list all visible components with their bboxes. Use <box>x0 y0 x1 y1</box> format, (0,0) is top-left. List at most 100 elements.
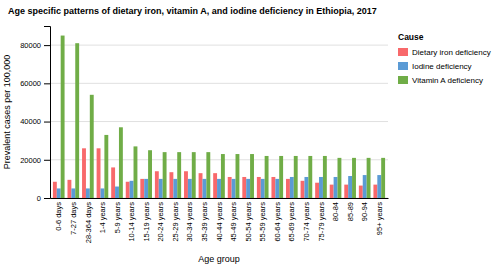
bar <box>90 95 94 198</box>
bar <box>359 186 363 198</box>
tick: 45-49 years <box>229 202 238 242</box>
bar <box>130 181 134 198</box>
bar <box>286 179 290 198</box>
bar <box>111 167 115 198</box>
axis-line <box>51 198 389 199</box>
tick-label: 25-29 years <box>171 202 180 242</box>
tick: 30-34 years <box>185 202 194 242</box>
bar <box>275 179 279 198</box>
tick-mark <box>44 160 50 161</box>
tick: 80000 <box>20 41 50 50</box>
tick-label: 60000 <box>20 79 41 88</box>
tick-mark <box>44 198 50 199</box>
tick-label: 85-89 <box>346 202 355 221</box>
tick: 10-14 years <box>127 202 136 242</box>
axis-line <box>44 27 51 199</box>
tick-label: 10-14 years <box>127 202 136 242</box>
bar <box>337 158 341 198</box>
bar <box>232 179 236 198</box>
bar <box>323 156 327 198</box>
tick-label: 60-64 years <box>273 202 282 242</box>
tick: 90-94 <box>360 202 369 221</box>
tick-label: 55-59 years <box>258 202 267 242</box>
bar <box>119 127 123 198</box>
x-axis-title: Age group <box>198 254 240 264</box>
y-axis: 020000400006000080000 <box>20 27 50 203</box>
bar <box>184 171 188 198</box>
tick-label: 35-39 years <box>200 202 209 242</box>
legend-item: Vitamin A deficiency <box>398 76 483 85</box>
bar <box>71 188 75 198</box>
bar <box>257 177 261 198</box>
bar <box>352 158 356 198</box>
bar <box>163 152 167 198</box>
bar <box>217 179 221 198</box>
bar <box>221 154 225 198</box>
tick-mark <box>44 45 50 46</box>
legend-swatch <box>398 48 408 56</box>
tick: 75-79 years <box>317 202 326 242</box>
tick: 80-84 <box>331 202 340 221</box>
tick: 35-39 years <box>200 202 209 242</box>
bar <box>363 175 367 198</box>
legend-item: Iodine deficiency <box>398 62 472 71</box>
bar <box>115 187 119 198</box>
tick-label: 0 <box>37 194 41 203</box>
tick: 15-19 years <box>142 202 151 242</box>
bar <box>169 172 173 198</box>
bar <box>104 135 108 198</box>
tick: 0 <box>37 194 50 203</box>
tick-label: 40000 <box>20 117 41 126</box>
tick: 25-29 years <box>171 202 180 242</box>
tick: 60-64 years <box>273 202 282 242</box>
bar <box>290 177 294 198</box>
tick: 28-364 days <box>84 202 93 244</box>
bar <box>177 152 181 198</box>
bar <box>279 156 283 198</box>
bar <box>57 188 61 198</box>
tick-mark <box>44 83 50 84</box>
legend-label: Vitamin A deficiency <box>412 76 483 85</box>
tick-label: 75-79 years <box>317 202 326 242</box>
bar <box>192 152 196 198</box>
tick-label: 50-54 years <box>244 202 253 242</box>
bar <box>97 148 101 198</box>
bar <box>236 154 240 198</box>
bar <box>319 177 323 198</box>
tick-mark <box>44 122 50 123</box>
x-axis: 0-6 days7-27 days28-364 days1-4 years5-9… <box>51 199 389 244</box>
bar <box>206 152 210 198</box>
grid-line <box>50 45 388 46</box>
title: Age specific patterns of dietary iron, v… <box>8 6 377 16</box>
bar <box>199 173 203 198</box>
bar <box>126 182 130 198</box>
bar <box>246 179 250 198</box>
tick-label: 95+ years <box>375 202 384 235</box>
bar <box>367 158 371 198</box>
bar <box>75 43 79 198</box>
tick: 7-27 days <box>69 202 78 235</box>
bar <box>242 177 246 198</box>
bar <box>330 185 334 198</box>
tick-label: 5-9 years <box>113 202 122 234</box>
bar <box>67 180 71 198</box>
bar <box>134 146 138 198</box>
tick-label: 70-74 years <box>302 202 311 242</box>
grid-line <box>50 121 388 122</box>
bar <box>334 177 338 198</box>
tick: 40-44 years <box>215 202 224 242</box>
tick-label: 28-364 days <box>84 202 93 244</box>
tick: 0-6 days <box>54 202 63 231</box>
bar <box>144 179 148 198</box>
bar <box>61 36 65 198</box>
tick: 60000 <box>20 79 50 88</box>
tick-label: 90-94 <box>360 202 369 221</box>
tick: 95+ years <box>375 202 384 235</box>
bar <box>86 188 90 198</box>
grid-line <box>50 83 388 84</box>
series <box>61 36 385 198</box>
legend-title: Cause <box>398 32 424 42</box>
bar <box>159 179 163 198</box>
tick-label: 30-34 years <box>185 202 194 242</box>
bar <box>348 176 352 198</box>
